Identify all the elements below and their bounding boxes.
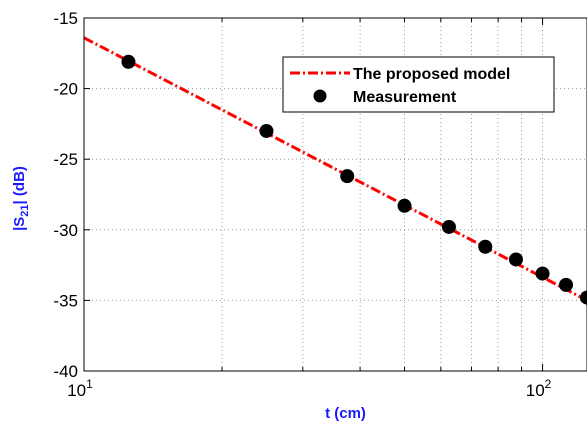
legend-measurement-label: Measurement [353, 89, 457, 106]
measurement-point [121, 54, 136, 69]
measurement-point [441, 219, 456, 234]
y-axis-label-rest: | (dB) [11, 166, 28, 204]
measurement-point [397, 198, 412, 213]
measurement-point [580, 290, 587, 305]
y-tick-label: -40 [53, 362, 78, 381]
grid [84, 18, 587, 371]
axis-ticks [83, 17, 544, 372]
plot-content [83, 36, 587, 305]
measurement-point [535, 266, 550, 281]
y-tick-label: -30 [53, 221, 78, 240]
y-tick-label: -15 [53, 9, 78, 28]
measurement-point [340, 169, 355, 184]
measurement-point [508, 252, 523, 267]
legend-measurement-marker [313, 89, 327, 103]
x-axis-label: t (cm) [325, 405, 366, 422]
y-tick-label: -20 [53, 80, 78, 99]
y-axis-label-main: |S [11, 217, 28, 231]
y-tick-label: -25 [53, 150, 78, 169]
measurement-point [478, 239, 493, 254]
legend-box [282, 56, 555, 113]
y-axis-label: |S21| (dB) [11, 166, 31, 231]
plot-frame [83, 17, 587, 372]
legend: The proposed model Measurement [282, 56, 555, 113]
y-axis-label-sub: 21 [19, 204, 31, 216]
measurement-point [559, 277, 574, 292]
measurement-point [259, 123, 274, 138]
x-tick-label: 101 [67, 377, 93, 400]
legend-model-label: The proposed model [353, 66, 510, 83]
series-model-line [83, 36, 587, 302]
y-tick-label: -35 [53, 291, 78, 310]
x-tick-label: 102 [526, 377, 552, 400]
